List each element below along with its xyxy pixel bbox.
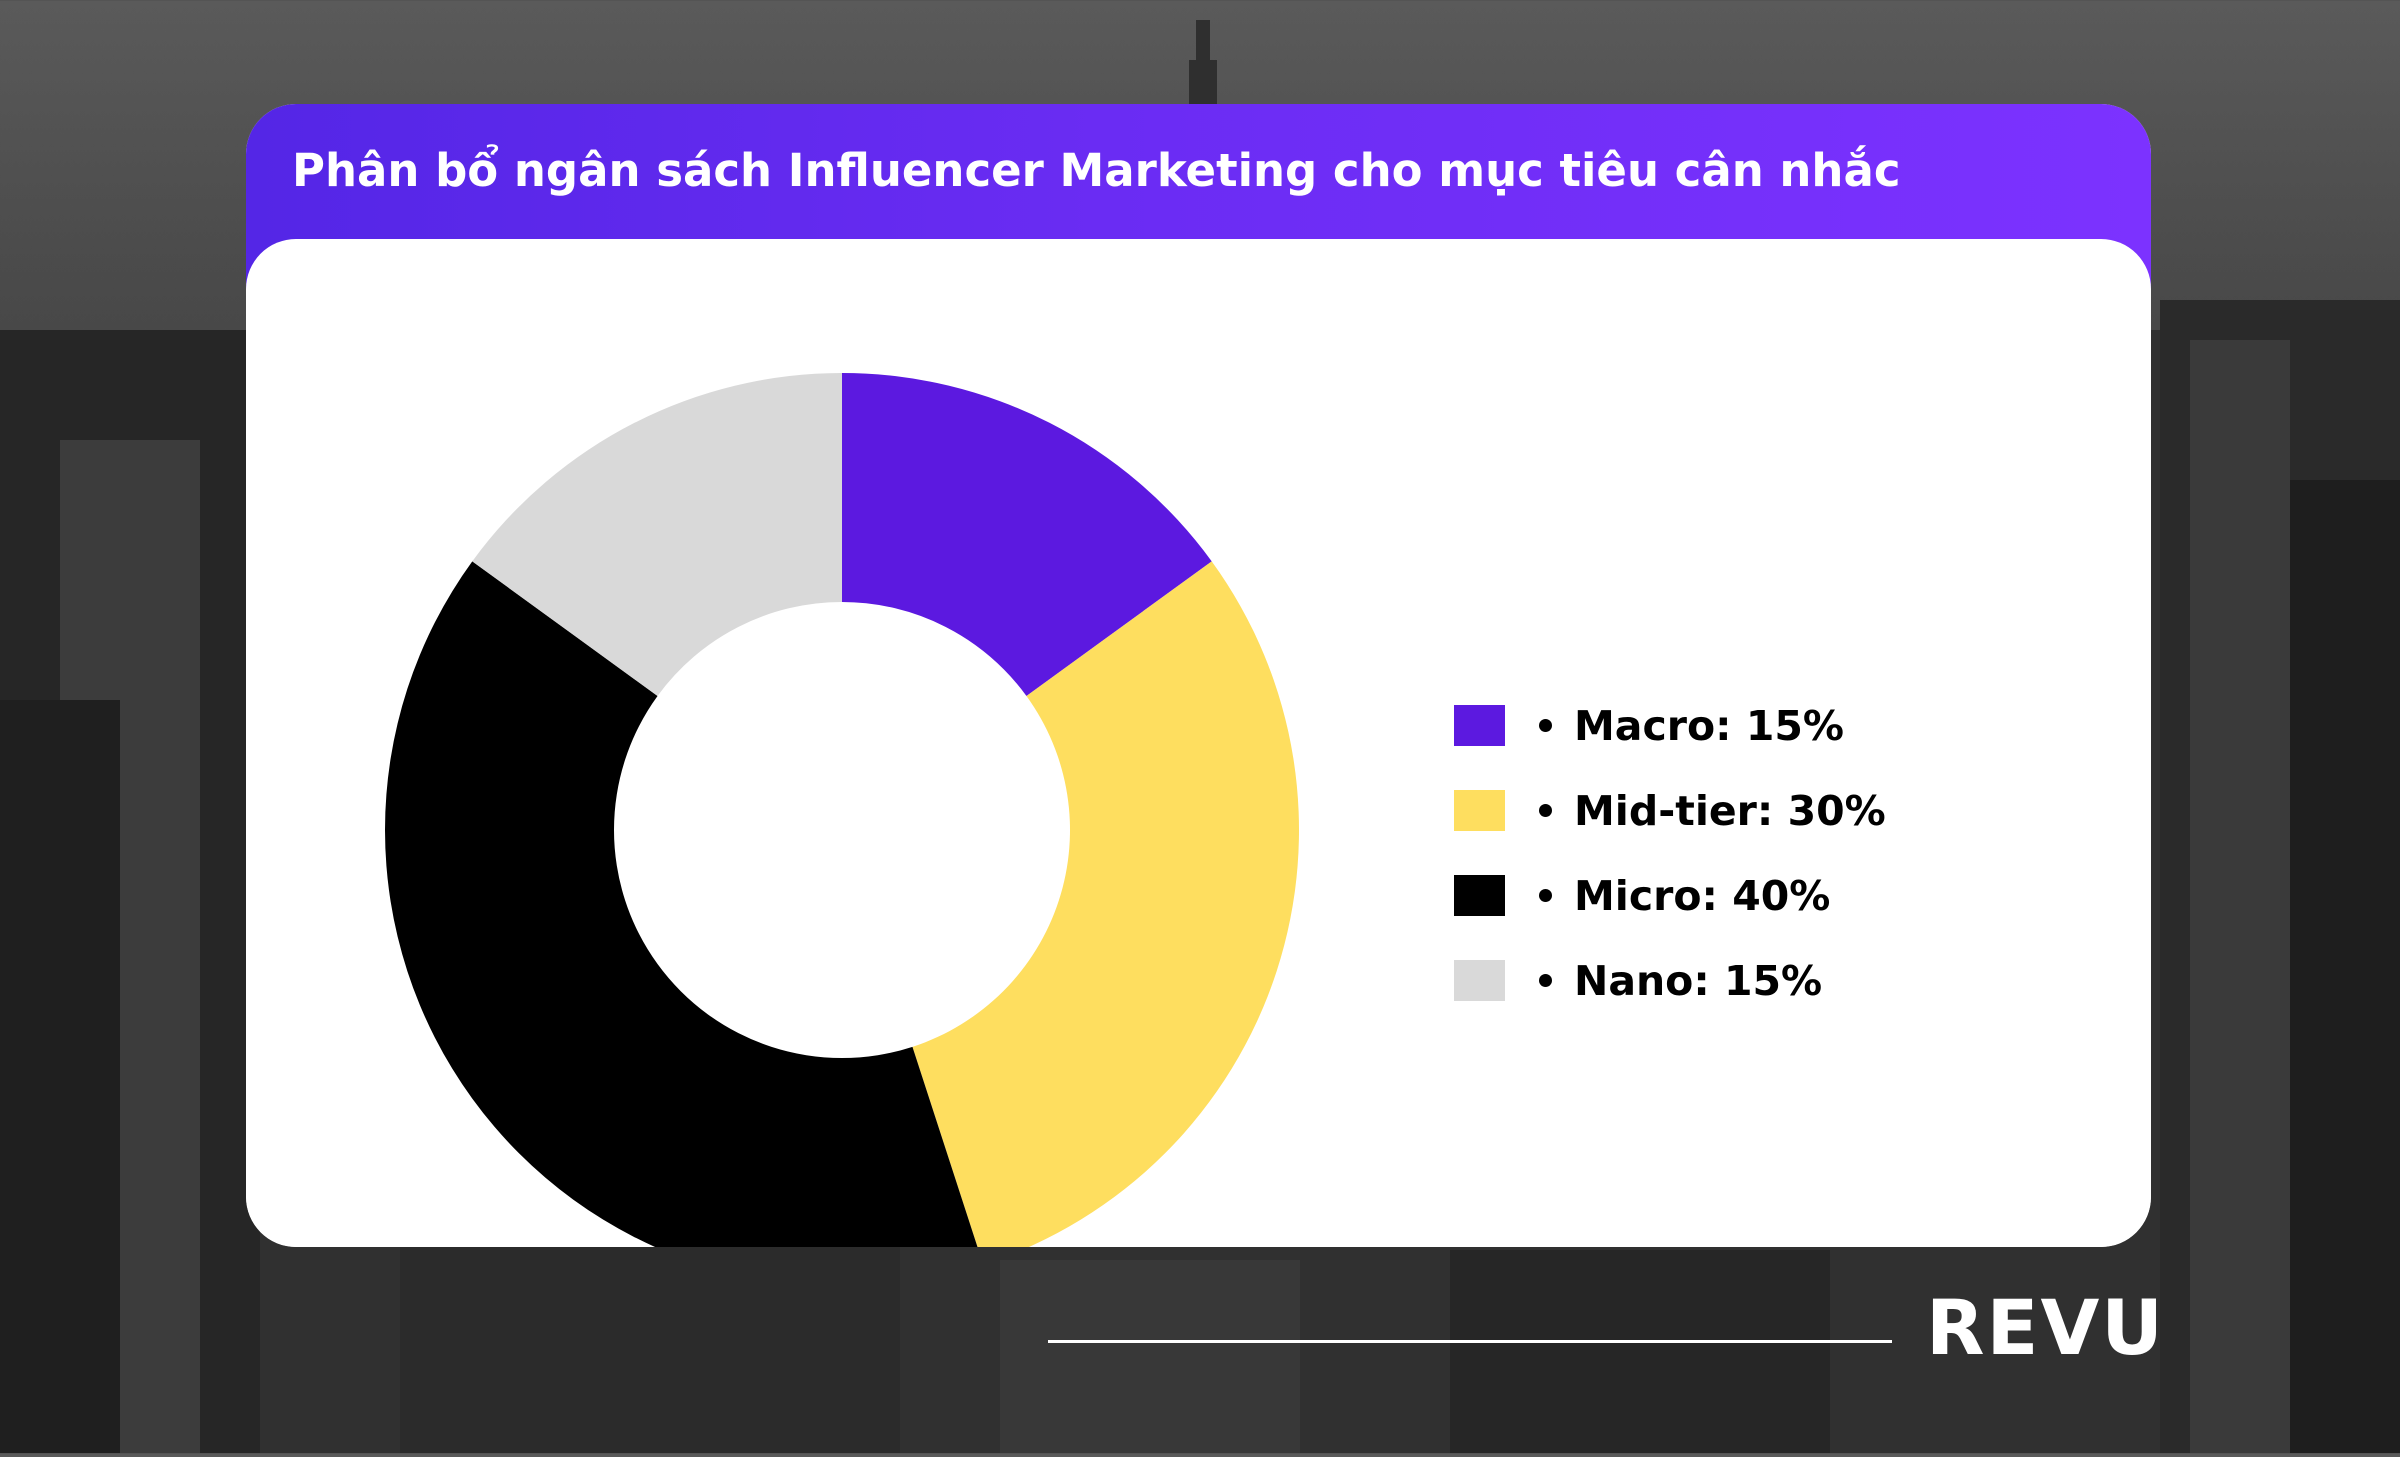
donut-slice-micro: [385, 561, 978, 1247]
chart-card: Phân bổ ngân sách Influencer Marketing c…: [246, 104, 2151, 1247]
legend-swatch: [1454, 875, 1505, 916]
legend-label: Micro: 40%: [1574, 871, 1831, 920]
legend-item: Micro: 40%: [1454, 853, 1886, 938]
legend-swatch: [1454, 705, 1505, 746]
bullet-icon: [1539, 889, 1552, 902]
chart-title: Phân bổ ngân sách Influencer Marketing c…: [292, 144, 1901, 197]
donut-slice-macro: [842, 373, 1212, 696]
revu-logo: REVU: [1926, 1283, 2165, 1372]
legend-label: Macro: 15%: [1574, 701, 1844, 750]
bullet-icon: [1539, 804, 1552, 817]
bullet-icon: [1539, 974, 1552, 987]
legend-swatch: [1454, 960, 1505, 1001]
donut-chart: [385, 373, 1299, 1247]
legend-label: Nano: 15%: [1574, 956, 1823, 1005]
legend-item: Mid-tier: 30%: [1454, 768, 1886, 853]
donut-slice-mid-tier: [912, 561, 1299, 1247]
footer-divider: [1048, 1340, 1892, 1343]
card-body: Macro: 15% Mid-tier: 30% Micro: 40% Nano: 1…: [246, 239, 2151, 1247]
bullet-icon: [1539, 719, 1552, 732]
donut-slice-nano: [472, 373, 842, 696]
chart-legend: Macro: 15% Mid-tier: 30% Micro: 40% Nano: 1…: [1454, 683, 1886, 1023]
legend-label: Mid-tier: 30%: [1574, 786, 1886, 835]
legend-swatch: [1454, 790, 1505, 831]
legend-item: Nano: 15%: [1454, 938, 1886, 1023]
legend-item: Macro: 15%: [1454, 683, 1886, 768]
